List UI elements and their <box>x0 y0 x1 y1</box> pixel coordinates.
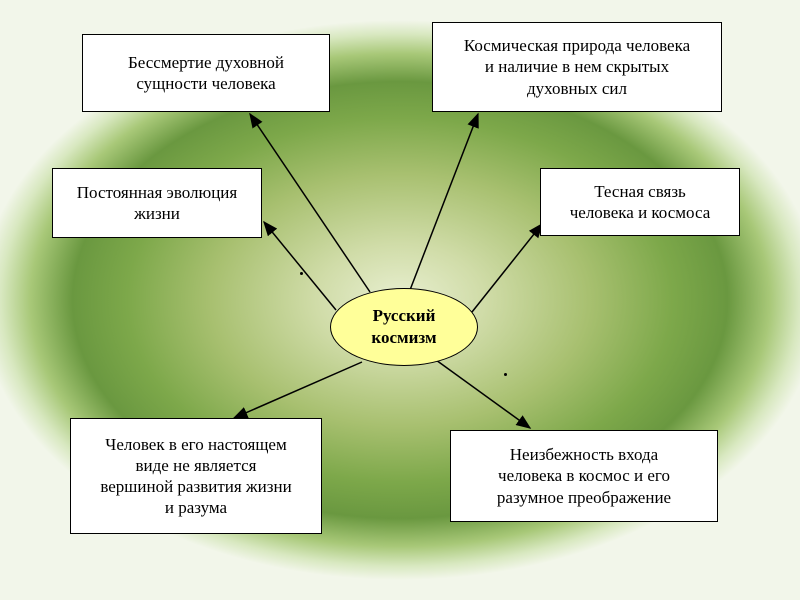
node-label: Тесная связь человека и космоса <box>570 181 711 224</box>
center-label: Русский космизм <box>371 305 436 349</box>
stray-dot <box>300 272 303 275</box>
node-top-left: Бессмертие духовной сущности человека <box>82 34 330 112</box>
node-bot-left: Человек в его настоящем виде не является… <box>70 418 322 534</box>
node-mid-right: Тесная связь человека и космоса <box>540 168 740 236</box>
stray-dot <box>504 373 507 376</box>
node-label: Бессмертие духовной сущности человека <box>128 52 284 95</box>
node-label: Постоянная эволюция жизни <box>77 182 237 225</box>
node-bot-right: Неизбежность входа человека в космос и е… <box>450 430 718 522</box>
node-label: Человек в его настоящем виде не является… <box>100 434 291 519</box>
center-node: Русский космизм <box>330 288 478 366</box>
node-mid-left: Постоянная эволюция жизни <box>52 168 262 238</box>
node-label: Космическая природа человека и наличие в… <box>464 35 690 99</box>
node-label: Неизбежность входа человека в космос и е… <box>497 444 671 508</box>
node-top-right: Космическая природа человека и наличие в… <box>432 22 722 112</box>
